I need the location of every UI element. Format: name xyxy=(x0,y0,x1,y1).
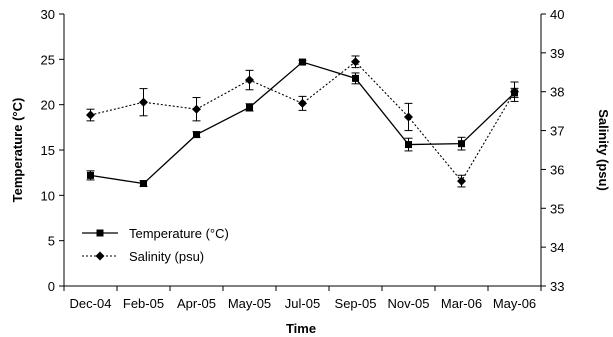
series-group xyxy=(86,55,519,188)
y-right-tick-label: 33 xyxy=(550,279,564,294)
y-left-tick-label: 25 xyxy=(41,52,55,67)
y-right-tick-label: 35 xyxy=(550,201,564,216)
temperature-point xyxy=(193,131,200,139)
x-tick-label: Dec-04 xyxy=(70,296,112,311)
y-left-tick-label: 30 xyxy=(41,7,55,22)
legend: Temperature (°C) Salinity (psu) xyxy=(82,226,229,264)
x-tick-label: Nov-05 xyxy=(388,296,430,311)
y-left-tick-label: 10 xyxy=(41,188,55,203)
salinity-point xyxy=(457,176,466,186)
legend-temperature-marker xyxy=(96,229,104,237)
y-right-tick-label: 37 xyxy=(550,124,564,139)
temperature-point xyxy=(458,140,465,148)
temperature-line xyxy=(90,61,515,185)
salinity-point xyxy=(192,104,201,114)
legend-salinity-label: Salinity (psu) xyxy=(129,249,204,264)
y-axis-left-title: Temperature (°C) xyxy=(10,98,25,203)
legend-temperature-label: Temperature (°C) xyxy=(129,226,229,241)
salinity-point xyxy=(86,110,95,120)
x-tick-label: May-06 xyxy=(493,296,536,311)
y-right-tick-label: 34 xyxy=(550,240,564,255)
salinity-line xyxy=(90,61,515,183)
x-tick-label: Jul-05 xyxy=(285,296,320,311)
salinity-point xyxy=(139,97,148,107)
y-right-tick-label: 36 xyxy=(550,162,564,177)
legend-salinity-marker xyxy=(95,251,105,261)
salinity-point xyxy=(404,112,413,122)
axes-group: 0 5 10 15 20 25 30 33 34 35 36 37 38 39 40 Dec-04 Feb-05… xyxy=(41,7,565,311)
x-tick-label: Apr-05 xyxy=(177,296,216,311)
y-right-tick-label: 40 xyxy=(550,7,564,22)
y-left-tick-label: 15 xyxy=(41,143,55,158)
y-right-tick-label: 38 xyxy=(550,85,564,100)
salinity-point xyxy=(245,75,254,85)
temperature-point xyxy=(299,58,306,66)
y-left-tick-label: 20 xyxy=(41,98,55,113)
y-left-tick-label: 0 xyxy=(48,279,55,294)
x-tick-label: Feb-05 xyxy=(123,296,164,311)
y-right-tick-label: 39 xyxy=(550,46,564,61)
salinity-point xyxy=(351,57,360,67)
salinity-point xyxy=(510,87,519,97)
temperature-point xyxy=(246,103,253,111)
x-tick-label: Mar-06 xyxy=(441,296,482,311)
temperature-point xyxy=(352,74,359,82)
temperature-series xyxy=(86,58,519,188)
y-left-tick-label: 5 xyxy=(48,234,55,249)
temperature-point xyxy=(140,180,147,188)
x-tick-label: Sep-05 xyxy=(335,296,377,311)
x-tick-label: May-05 xyxy=(228,296,271,311)
x-axis-title: Time xyxy=(286,321,316,336)
salinity-series xyxy=(86,55,519,188)
salinity-point xyxy=(298,98,307,108)
y-axis-right-title: Salinity (psu) xyxy=(596,109,611,191)
temperature-point xyxy=(405,141,412,149)
temperature-point xyxy=(87,171,94,179)
